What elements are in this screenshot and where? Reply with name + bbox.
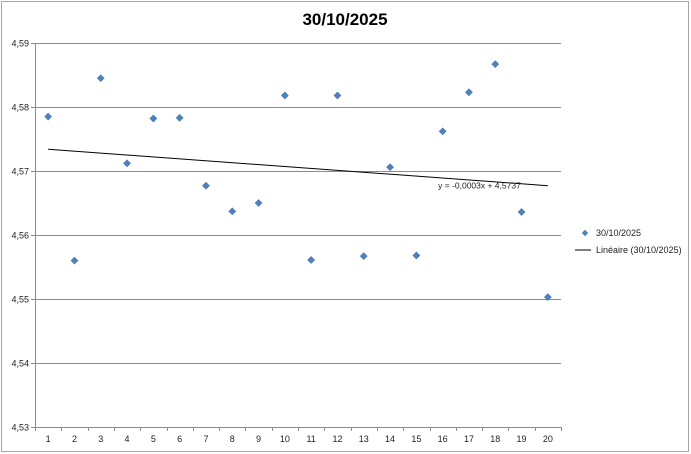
x-tick-label: 19 [517, 434, 527, 444]
x-tick-label: 17 [464, 434, 474, 444]
x-tick-label: 2 [72, 434, 77, 444]
y-tick-label: 4,57 [11, 167, 29, 177]
y-tick-label: 4,53 [11, 423, 29, 433]
x-tick-label: 11 [306, 434, 315, 444]
data-point [543, 293, 552, 302]
legend: 30/10/2025 Linéaire (30/10/2025) [575, 228, 682, 255]
data-point [438, 127, 447, 136]
x-tick-label: 10 [280, 434, 290, 444]
x-tick-label: 14 [385, 434, 395, 444]
data-point [123, 159, 132, 168]
x-tick-label: 9 [256, 434, 261, 444]
y-axis-ticks: 4,53 4,54 4,55 4,56 4,57 4,58 4,59 [11, 39, 29, 433]
data-point [307, 256, 316, 264]
data-point [386, 163, 395, 172]
trendline: y = -0,0003x + 4,5737 [48, 148, 548, 191]
y-tick-label: 4,56 [11, 231, 29, 241]
legend-label-series: 30/10/2025 [596, 228, 641, 238]
data-point [175, 113, 184, 122]
data-point [70, 256, 79, 265]
x-tick-label: 1 [46, 434, 51, 444]
data-point [517, 208, 526, 216]
x-tick-label: 20 [543, 434, 553, 444]
x-tick-label: 13 [359, 434, 369, 444]
data-point [44, 112, 53, 121]
x-tick-label: 3 [98, 434, 103, 444]
data-point [412, 251, 421, 260]
data-point [96, 74, 105, 83]
y-tick-label: 4,58 [11, 103, 29, 113]
x-tick-label: 16 [438, 434, 448, 444]
data-point [491, 60, 500, 69]
x-tick-label: 6 [177, 434, 182, 444]
x-tick-label: 18 [490, 434, 500, 444]
legend-label-trendline: Linéaire (30/10/2025) [596, 245, 682, 255]
data-point [280, 91, 289, 100]
data-point [333, 91, 342, 100]
x-tick-label: 15 [411, 434, 421, 444]
y-tick-label: 4,59 [11, 39, 29, 49]
data-point [254, 199, 263, 207]
trendline-line [48, 148, 548, 187]
data-point [464, 88, 473, 97]
y-tick-label: 4,55 [11, 295, 29, 305]
y-tick-label: 4,54 [11, 359, 29, 369]
data-point [201, 181, 210, 190]
data-points [44, 60, 552, 302]
data-point [149, 114, 158, 123]
data-point [359, 252, 368, 261]
legend-marker-series [581, 229, 589, 237]
x-tick-label: 8 [230, 434, 235, 444]
data-point [228, 207, 237, 216]
x-tick-label: 7 [203, 434, 208, 444]
x-tick-label: 5 [151, 434, 156, 444]
x-axis-ticks: 1 2 3 4 5 6 7 8 9 10 11 12 13 14 15 16 17 18 19 20 [35, 427, 562, 444]
grid-lines [31, 43, 561, 428]
chart-title: 30/10/2025 [302, 10, 387, 29]
trendline-equation: y = -0,0003x + 4,5737 [438, 181, 521, 191]
x-tick-label: 4 [125, 434, 130, 444]
x-tick-label: 12 [332, 434, 342, 444]
